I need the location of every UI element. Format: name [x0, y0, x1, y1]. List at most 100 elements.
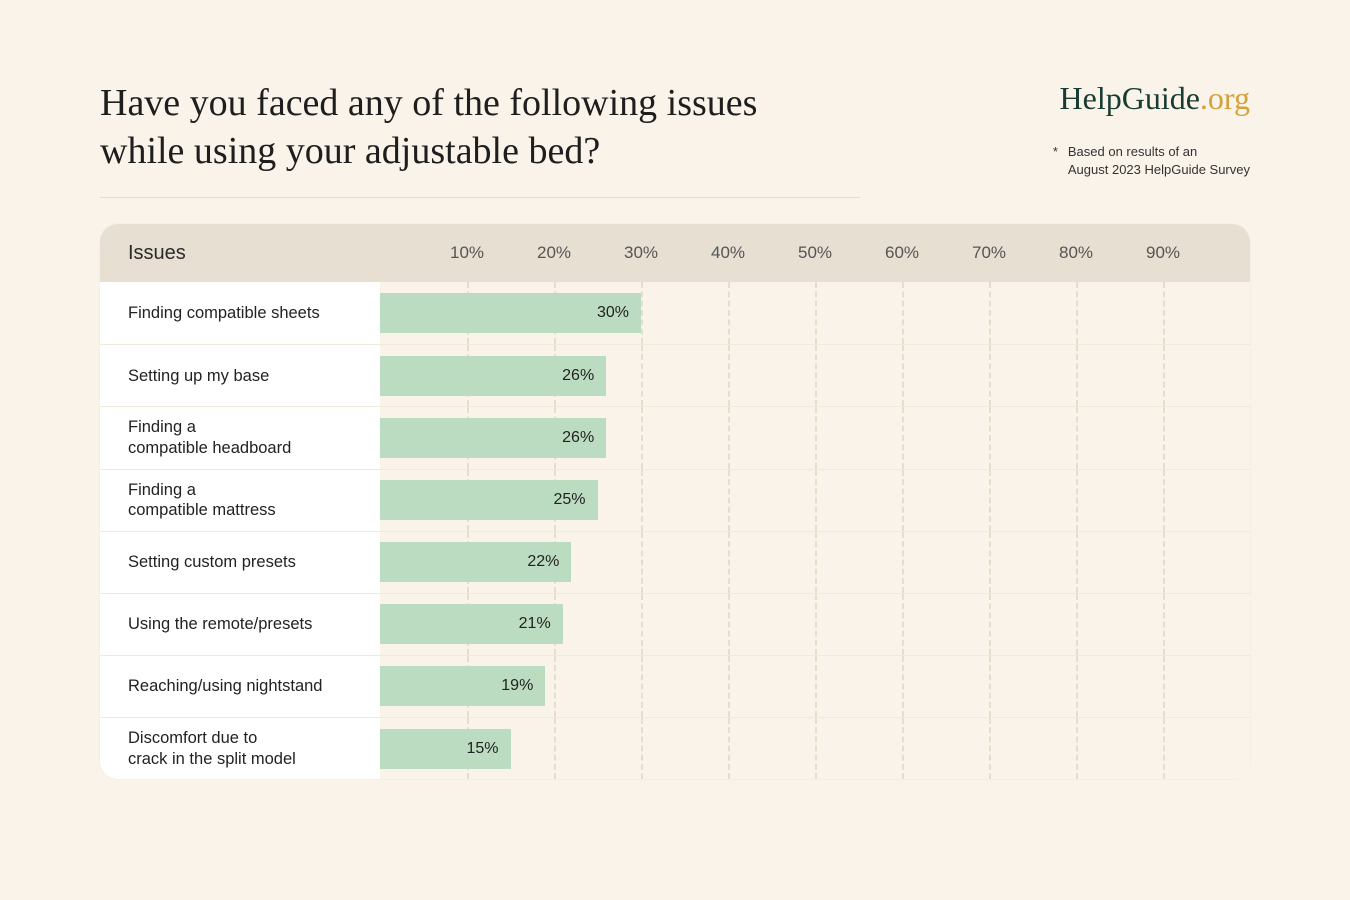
gridline [1076, 282, 1078, 344]
gridline [1163, 594, 1165, 655]
gridline [902, 656, 904, 717]
row-bar-area: 30% [380, 282, 1250, 344]
table-row: Setting up my base26% [100, 344, 1250, 406]
gridline [902, 718, 904, 779]
bar-value: 21% [519, 615, 551, 633]
gridline [815, 282, 817, 344]
gridline [641, 345, 643, 406]
gridline [728, 407, 730, 468]
row-label: Finding a compatible mattress [100, 470, 380, 531]
table-row: Finding compatible sheets 30% [100, 282, 1250, 344]
x-tick-label: 70% [972, 243, 1006, 263]
brand-block: HelpGuide.org * Based on results of an A… [1047, 80, 1250, 179]
gridline [554, 718, 556, 779]
gridline [902, 594, 904, 655]
gridline [902, 532, 904, 593]
x-tick-label: 90% [1146, 243, 1180, 263]
gridline [989, 656, 991, 717]
gridline [1163, 470, 1165, 531]
row-label: Setting custom presets [100, 532, 380, 593]
gridline [1163, 345, 1165, 406]
gridline [1163, 532, 1165, 593]
row-label: Finding a compatible headboard [100, 407, 380, 468]
x-tick-label: 80% [1059, 243, 1093, 263]
row-bar-area: 21% [380, 594, 1250, 655]
row-bar-area: 15% [380, 718, 1250, 779]
gridline [815, 532, 817, 593]
gridline [728, 470, 730, 531]
bar: 25% [380, 480, 598, 520]
bar: 19% [380, 666, 545, 706]
gridline [989, 345, 991, 406]
gridline [815, 407, 817, 468]
bar: 26% [380, 418, 606, 458]
gridline [989, 718, 991, 779]
bar-value: 22% [527, 553, 559, 571]
row-label: Finding compatible sheets [100, 282, 380, 344]
row-bar-area: 26% [380, 407, 1250, 468]
gridline [728, 594, 730, 655]
table-row: Reaching/using nightstand 19% [100, 655, 1250, 717]
header: Have you faced any of the following issu… [100, 80, 1250, 179]
x-tick-label: 50% [798, 243, 832, 263]
bar-value: 30% [597, 304, 629, 322]
gridline [641, 594, 643, 655]
page: Have you faced any of the following issu… [0, 0, 1350, 819]
row-label: Reaching/using nightstand [100, 656, 380, 717]
bar: 15% [380, 729, 511, 769]
gridline [728, 718, 730, 779]
row-bar-area: 19% [380, 656, 1250, 717]
gridline [641, 718, 643, 779]
bar-value: 26% [562, 429, 594, 447]
gridline [1163, 718, 1165, 779]
gridline [554, 656, 556, 717]
gridline [1163, 656, 1165, 717]
gridline [902, 345, 904, 406]
table-row: Using the remote/presets 21% [100, 593, 1250, 655]
gridlines [380, 718, 1250, 779]
gridline [1163, 407, 1165, 468]
chart-card: Issues 10%20%30%40%50%60%70%80%90% Findi… [100, 224, 1250, 779]
gridline [1076, 532, 1078, 593]
gridline [815, 718, 817, 779]
bar-value: 25% [553, 491, 585, 509]
table-row: Finding a compatible mattress 25% [100, 469, 1250, 531]
row-label: Using the remote/presets [100, 594, 380, 655]
gridline [1163, 282, 1165, 344]
x-tick-label: 20% [537, 243, 571, 263]
bar: 26% [380, 356, 606, 396]
x-tick-label: 40% [711, 243, 745, 263]
gridline [815, 470, 817, 531]
gridline [728, 345, 730, 406]
divider [100, 197, 860, 198]
footnote-marker: * [1053, 143, 1058, 179]
table-row: Discomfort due to crack in the split mod… [100, 717, 1250, 779]
gridline [728, 656, 730, 717]
gridline [989, 282, 991, 344]
table-row: Setting custom presets 22% [100, 531, 1250, 593]
chart-rows: Finding compatible sheets 30% Setting up m… [100, 282, 1250, 779]
gridline [1076, 407, 1078, 468]
gridline [989, 470, 991, 531]
brand-logo: HelpGuide.org [1047, 80, 1250, 117]
gridline [641, 532, 643, 593]
issues-column-header: Issues [100, 242, 380, 265]
gridline [1076, 718, 1078, 779]
bar-value: 19% [501, 677, 533, 695]
row-bar-area: 22% [380, 532, 1250, 593]
gridline [1076, 470, 1078, 531]
row-label: Setting up my base [100, 345, 380, 406]
gridline [815, 594, 817, 655]
gridline [641, 282, 643, 344]
row-bar-area: 26% [380, 345, 1250, 406]
gridline [815, 345, 817, 406]
gridline [641, 470, 643, 531]
gridline [989, 594, 991, 655]
gridline [728, 282, 730, 344]
row-bar-area: 25% [380, 470, 1250, 531]
gridline [728, 532, 730, 593]
gridline [641, 656, 643, 717]
footnote-text: Based on results of an August 2023 HelpG… [1068, 143, 1250, 179]
x-axis: 10%20%30%40%50%60%70%80%90% [380, 224, 1250, 282]
brand-name: HelpGuide [1060, 80, 1200, 116]
